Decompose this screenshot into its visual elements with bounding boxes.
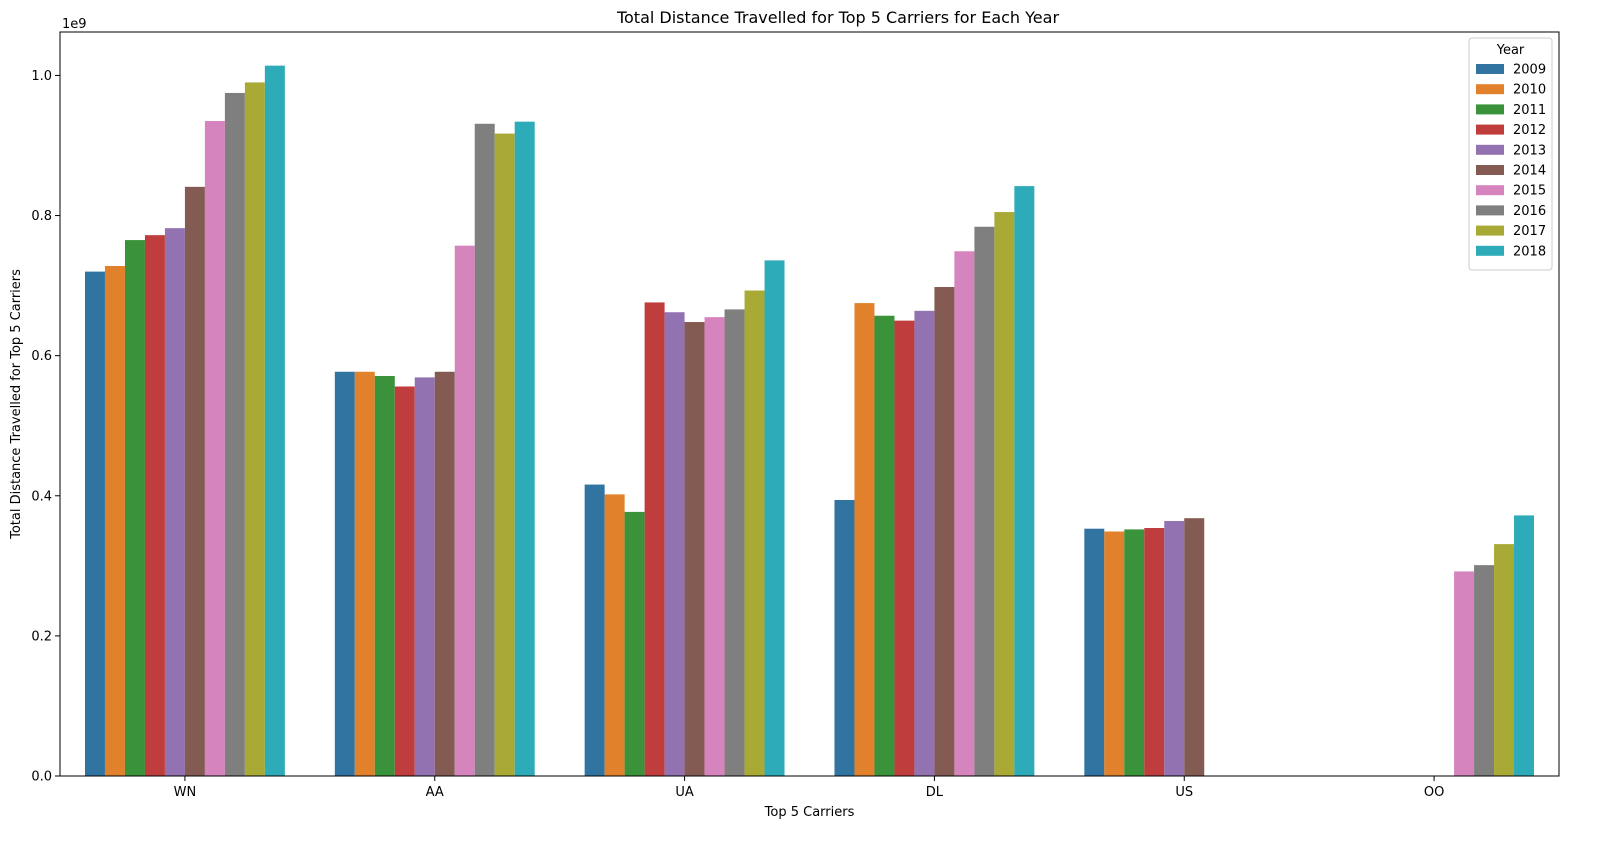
bar-DL-2018 xyxy=(1014,186,1035,776)
bar-DL-2016 xyxy=(974,226,995,776)
legend-swatch-2012 xyxy=(1476,124,1504,135)
bar-WN-2011 xyxy=(124,240,145,776)
x-tick-label-AA: AA xyxy=(426,785,444,800)
x-tick-label-DL: DL xyxy=(926,785,944,800)
legend-label-2015: 2015 xyxy=(1513,184,1546,199)
y-axis-ticks: 0.0 0.2 0.4 0.6 0.8 1.0 xyxy=(31,69,60,785)
bar-DL-2013 xyxy=(914,310,935,776)
legend-label-2010: 2010 xyxy=(1513,83,1546,98)
bar-AA-2011 xyxy=(374,375,395,776)
bar-UA-2016 xyxy=(724,309,745,776)
legend-items: 2009 2010 2011 2012 2013 2014 2015 2016 2017 2018 xyxy=(1476,63,1546,259)
bar-WN-2016 xyxy=(224,92,245,776)
bar-US-2010 xyxy=(1104,531,1125,776)
bar-OO-2018 xyxy=(1514,515,1535,776)
legend-label-2014: 2014 xyxy=(1513,164,1546,179)
legend-swatch-2017 xyxy=(1476,225,1504,236)
bar-UA-2015 xyxy=(704,317,725,776)
legend-swatch-2013 xyxy=(1476,144,1504,155)
bar-WN-2012 xyxy=(144,235,165,776)
legend-swatch-2010 xyxy=(1476,84,1504,95)
legend-label-2012: 2012 xyxy=(1513,123,1546,138)
bar-US-2011 xyxy=(1124,529,1145,776)
bar-OO-2015 xyxy=(1454,571,1475,776)
y-tick-label: 0.0 xyxy=(31,770,52,785)
x-tick-label-US: US xyxy=(1175,785,1193,800)
bar-AA-2018 xyxy=(514,121,535,777)
bar-WN-2010 xyxy=(104,265,125,776)
y-tick-label: 0.4 xyxy=(31,489,52,504)
chart-title: Total Distance Travelled for Top 5 Carri… xyxy=(616,8,1059,27)
legend-swatch-2015 xyxy=(1476,185,1504,196)
bar-WN-2013 xyxy=(164,228,185,776)
bar-WN-2009 xyxy=(84,271,105,776)
bar-WN-2015 xyxy=(204,120,225,777)
legend-swatch-2009 xyxy=(1476,64,1504,74)
bar-AA-2010 xyxy=(354,371,375,776)
bar-US-2009 xyxy=(1084,528,1105,776)
y-tick-label: 1.0 xyxy=(31,69,52,84)
legend-label-2011: 2011 xyxy=(1513,103,1546,118)
x-tick-label-WN: WN xyxy=(174,785,197,800)
y-tick-label: 0.2 xyxy=(31,629,52,644)
bar-AA-2017 xyxy=(494,133,515,776)
bar-AA-2009 xyxy=(334,371,355,776)
bar-DL-2017 xyxy=(994,212,1015,777)
legend-title: Year xyxy=(1496,43,1525,58)
bar-UA-2011 xyxy=(624,511,645,776)
bar-WN-2017 xyxy=(244,82,265,776)
legend-label-2018: 2018 xyxy=(1513,244,1546,259)
y-axis-label: Total Distance Travelled for Top 5 Carri… xyxy=(9,269,24,540)
y-tick-label: 0.6 xyxy=(31,349,52,364)
y-tick-label: 0.8 xyxy=(31,209,52,224)
bar-US-2012 xyxy=(1144,528,1165,776)
legend-label-2016: 2016 xyxy=(1513,204,1546,219)
legend-label-2017: 2017 xyxy=(1513,224,1546,239)
x-tick-label-UA: UA xyxy=(675,785,694,800)
bar-UA-2013 xyxy=(664,312,685,776)
bars-group xyxy=(84,65,1535,777)
bar-AA-2014 xyxy=(434,371,455,776)
bar-UA-2010 xyxy=(604,494,625,776)
x-tick-label-OO: OO xyxy=(1424,785,1444,800)
bar-DL-2014 xyxy=(934,287,955,776)
legend-label-2009: 2009 xyxy=(1513,63,1546,78)
bar-OO-2017 xyxy=(1494,544,1515,776)
bar-AA-2016 xyxy=(474,123,495,776)
legend-label-2013: 2013 xyxy=(1513,143,1546,158)
bar-UA-2009 xyxy=(584,484,605,776)
bar-AA-2012 xyxy=(394,386,415,776)
bar-WN-2018 xyxy=(264,65,285,776)
bar-DL-2012 xyxy=(894,320,915,776)
x-axis-ticks: WN AA UA DL US OO xyxy=(174,776,1444,800)
bar-AA-2013 xyxy=(414,377,435,776)
x-axis-label: Top 5 Carriers xyxy=(764,805,855,820)
bar-OO-2016 xyxy=(1474,565,1495,776)
bar-DL-2015 xyxy=(954,251,975,776)
bar-DL-2011 xyxy=(874,315,895,776)
bar-AA-2015 xyxy=(454,245,475,777)
legend: Year 2009 2010 2011 2012 2013 2014 2015 2016 201… xyxy=(1468,37,1553,271)
plot-area-frame xyxy=(59,31,1560,777)
bar-US-2014 xyxy=(1184,518,1205,776)
bar-US-2013 xyxy=(1164,520,1185,776)
legend-swatch-2014 xyxy=(1476,165,1504,175)
legend-swatch-2011 xyxy=(1476,104,1504,115)
bar-DL-2010 xyxy=(854,303,875,776)
bar-UA-2018 xyxy=(764,260,785,776)
bar-WN-2014 xyxy=(184,186,205,776)
legend-swatch-2016 xyxy=(1476,205,1504,216)
bar-UA-2014 xyxy=(684,322,705,776)
legend-swatch-2018 xyxy=(1476,245,1504,256)
bar-UA-2017 xyxy=(744,290,765,776)
bar-DL-2009 xyxy=(834,499,855,776)
bar-UA-2012 xyxy=(644,302,665,776)
y-axis-offset-text: 1e9 xyxy=(62,17,87,32)
